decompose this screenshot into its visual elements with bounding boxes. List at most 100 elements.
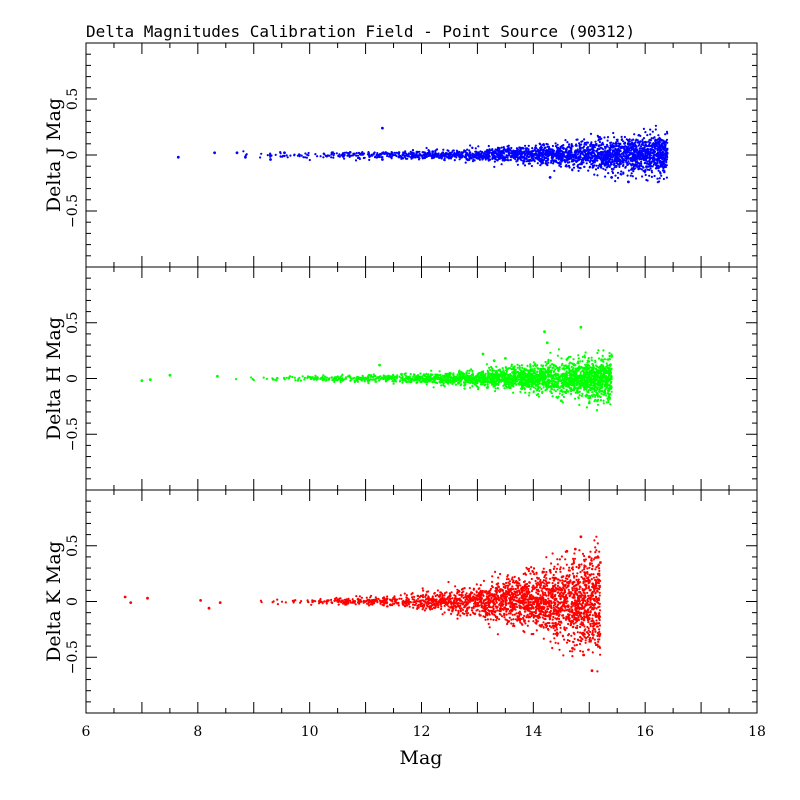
data-point: [632, 166, 635, 169]
data-point: [641, 157, 644, 160]
data-point: [550, 392, 554, 395]
data-point: [559, 147, 562, 150]
data-point: [491, 380, 494, 383]
data-point: [632, 152, 635, 155]
data-point: [594, 168, 598, 171]
data-point: [415, 154, 418, 158]
data-point: [660, 174, 663, 177]
data-point: [532, 364, 535, 367]
data-point: [354, 159, 358, 162]
data-point: [618, 165, 621, 168]
data-point: [538, 375, 541, 378]
data-point: [644, 169, 647, 172]
data-point: [331, 379, 334, 382]
data-point: [564, 155, 567, 158]
data-point: [545, 388, 548, 391]
data-point: [552, 370, 556, 373]
data-point: [609, 163, 612, 166]
data-point: [614, 151, 618, 154]
data-point: [560, 364, 563, 367]
data-point: [477, 154, 480, 157]
data-point: [351, 154, 354, 157]
data-point: [608, 357, 611, 360]
data-point: [458, 369, 461, 372]
data-point: [546, 145, 549, 148]
data-point: [645, 150, 648, 153]
data-point: [616, 176, 620, 179]
data-point: [393, 377, 396, 380]
data-point: [526, 369, 529, 372]
data-point: [361, 151, 364, 154]
data-point: [666, 151, 669, 154]
data-point: [506, 381, 509, 384]
data-point: [507, 144, 510, 147]
data-point: [349, 151, 352, 154]
data-point: [565, 147, 568, 150]
data-point: [544, 162, 547, 165]
data-point: [538, 389, 541, 393]
data-point: [430, 155, 433, 158]
data-point: [642, 127, 646, 130]
data-point: [314, 153, 317, 156]
data-point: [450, 151, 453, 154]
data-point: [521, 383, 524, 386]
data-point: [654, 124, 658, 127]
data-point: [592, 159, 595, 162]
data-points: [140, 325, 613, 412]
data-point: [605, 362, 608, 365]
data-point: [302, 156, 305, 159]
data-point: [527, 155, 531, 158]
data-point: [629, 152, 633, 155]
data-point: [577, 169, 580, 172]
data-point: [469, 144, 472, 147]
data-point: [543, 153, 547, 156]
data-point: [557, 348, 561, 351]
data-point: [549, 385, 552, 389]
data-point: [623, 142, 626, 145]
data-point: [635, 161, 639, 164]
data-point: [335, 152, 338, 155]
data-point: [316, 155, 319, 158]
data-point: [574, 397, 577, 400]
data-point: [577, 354, 580, 357]
data-point: [503, 387, 506, 390]
data-point: [395, 376, 399, 380]
data-point: [523, 367, 526, 370]
data-point: [480, 155, 483, 159]
data-point: [370, 153, 373, 156]
data-point: [631, 145, 635, 148]
data-point: [626, 174, 629, 177]
data-point: [589, 156, 592, 159]
data-point: [606, 372, 609, 375]
data-point: [641, 138, 644, 141]
data-point: [534, 387, 537, 390]
data-point: [425, 153, 428, 156]
data-point: [519, 369, 523, 372]
data-point: [540, 145, 543, 148]
data-point: [656, 161, 659, 164]
data-point: [404, 150, 407, 153]
data-point: [265, 377, 269, 380]
data-point: [328, 378, 331, 381]
data-point: [441, 151, 444, 154]
data-point: [573, 163, 576, 166]
data-point: [308, 158, 311, 162]
data-point: [574, 364, 577, 367]
data-point: [556, 150, 559, 153]
data-point: [491, 367, 494, 370]
data-point: [635, 145, 638, 148]
data-point: [549, 364, 552, 367]
data-point: [638, 147, 641, 150]
data-point: [492, 150, 495, 153]
data-point: [584, 351, 587, 354]
data-point: [622, 161, 625, 164]
data-point: [553, 169, 556, 172]
data-point: [568, 383, 572, 386]
data-point: [346, 151, 349, 155]
data-point: [633, 153, 636, 156]
data-point: [593, 153, 596, 156]
data-point: [459, 154, 462, 157]
data-point: [586, 147, 589, 150]
data-point: [620, 135, 623, 138]
data-point: [638, 164, 641, 167]
